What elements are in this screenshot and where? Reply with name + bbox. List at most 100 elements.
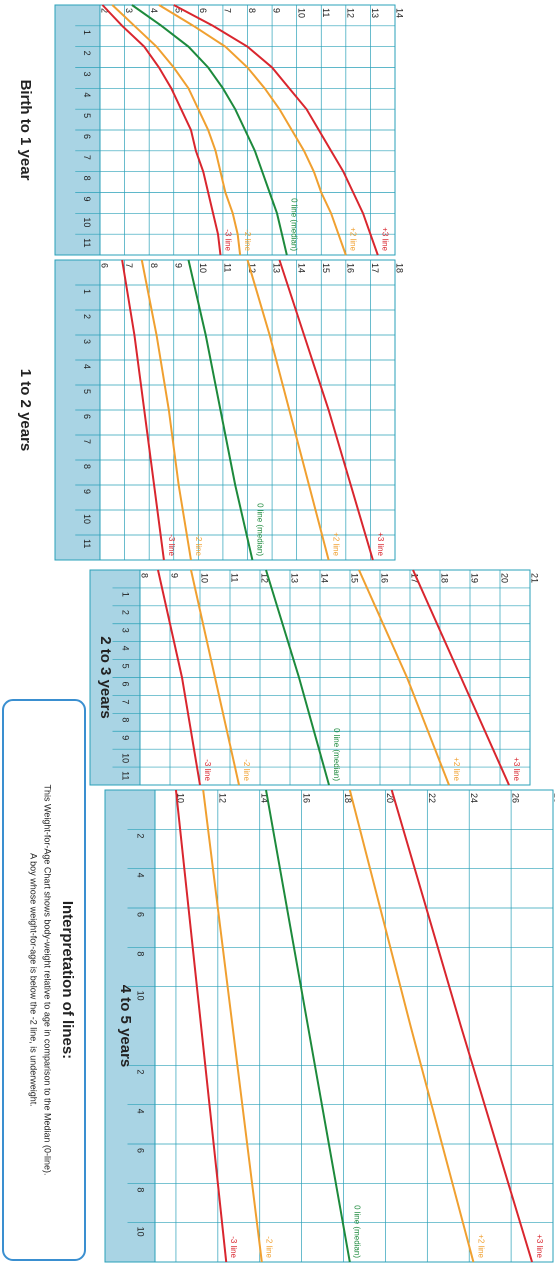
x-tick-label: 10 [121,753,131,763]
y-tick-label: 2 [100,8,110,13]
line-label: -3 line [229,1236,238,1258]
growth-line [131,4,288,256]
x-tick-label: 3 [82,339,92,344]
interpretation-text: A boy whose weight-for-age is below the … [29,853,39,1107]
line-label: +3 line [376,532,385,556]
y-tick-label: 20 [500,573,510,583]
x-tick-label: 8 [82,464,92,469]
y-tick-label: 10 [198,263,208,273]
y-tick-label: 13 [272,263,282,273]
line-label: -3 line [167,534,176,556]
growth-line [190,569,240,786]
x-tick-label: 7 [82,439,92,444]
y-tick-label: 5 [173,8,183,13]
interpretation-title: Interpretation of lines: [59,901,76,1059]
x-tick-label: 4 [82,364,92,369]
y-tick-label: 11 [223,263,233,272]
growth-line [348,789,475,1263]
growth-line [173,4,379,256]
x-tick-label: 8 [82,176,92,181]
y-tick-label: 26 [511,793,521,803]
y-tick-label: 18 [343,793,353,803]
line-label: -3 line [203,759,212,781]
x-tick-label: 3 [82,72,92,77]
line-label: +2 line [349,227,358,251]
line-label: +3 line [535,1234,544,1258]
x-tick-label: 9 [121,735,131,740]
growth-line [202,789,263,1263]
y-tick-label: 20 [385,793,395,803]
y-tick-label: 15 [350,573,360,583]
x-tick-label: 5 [82,389,92,394]
x-tick-label: 11 [121,771,131,780]
y-tick-label: 12 [247,263,257,273]
x-tick-label: 4 [136,1109,146,1114]
y-tick-label: 4 [149,8,159,13]
line-label: 0 line (median) [255,503,264,556]
growth-line [358,569,450,786]
y-tick-label: 9 [170,573,180,578]
x-tick-label: 3 [121,628,131,633]
y-tick-label: 21 [530,573,540,583]
y-tick-label: 14 [395,8,405,18]
growth-line [390,789,534,1263]
y-tick-label: 10 [296,8,306,18]
x-tick-label: 2 [82,51,92,56]
x-tick-label: 6 [82,134,92,139]
line-label: +2 line [452,757,461,781]
rotated-chart: 2 3 4 5 6 7 8 9 10 11 12 13 14 12 3 4 5 6 7 8 9 10 11 Birth to … [2,4,555,1263]
x-tick-label: 10 [82,514,92,524]
x-tick-label: 7 [82,155,92,160]
y-tick-label: 13 [290,573,300,583]
growth-line [121,259,165,561]
growth-line [265,789,351,1263]
y-tick-label: 11 [321,8,331,17]
line-label: -3 line [223,229,232,251]
x-tick-label: 4 [136,873,146,878]
interpretation-box [2,699,86,1261]
line-label: +2 line [476,1234,485,1258]
y-tick-label: 17 [370,263,380,273]
y-tick-label: 14 [320,573,330,583]
x-tick-label: 4 [82,92,92,97]
y-tick-label: 8 [247,8,257,13]
y-tick-label: 14 [259,793,269,803]
growth-line [278,259,374,561]
y-tick-label: 7 [223,8,233,13]
line-label: +3 line [381,227,390,251]
y-tick-label: 12 [260,573,270,583]
y-tick-label: 9 [173,263,183,268]
section-title: Birth to 1 year [17,80,34,181]
x-tick-label: 9 [82,197,92,202]
x-tick-label: 10 [136,1227,146,1237]
x-tick-label: 6 [136,912,146,917]
y-tick-label: 19 [470,573,480,583]
x-tick-label: 7 [121,699,131,704]
growth-line [101,4,222,256]
y-tick-label: 22 [427,793,437,803]
y-tick-label: 7 [124,263,134,268]
y-tick-label: 8 [149,263,159,268]
y-tick-label: 16 [301,793,311,803]
y-tick-label: 11 [230,573,240,582]
line-label: +2 line [332,532,341,556]
line-label: 0 line (median) [290,198,299,251]
line-label: -2 line [243,229,252,251]
y-tick-label: 24 [469,793,479,803]
y-tick-label: 28 [553,793,555,803]
y-tick-label: 15 [321,263,331,273]
x-tick-label: 2 [136,833,146,838]
y-tick-label: 18 [395,263,405,273]
y-tick-label: 8 [140,573,150,578]
growth-line [246,259,330,561]
x-tick-label: 2 [82,314,92,319]
y-tick-label: 18 [440,573,450,583]
x-tick-label: 11 [82,238,92,247]
y-tick-label: 16 [380,573,390,583]
growth-line [412,569,510,786]
line-label: -2 line [242,759,251,781]
x-tick-label: 10 [136,991,146,1001]
growth-line [111,4,242,256]
y-tick-label: 14 [296,263,306,273]
growth-line [265,569,330,786]
